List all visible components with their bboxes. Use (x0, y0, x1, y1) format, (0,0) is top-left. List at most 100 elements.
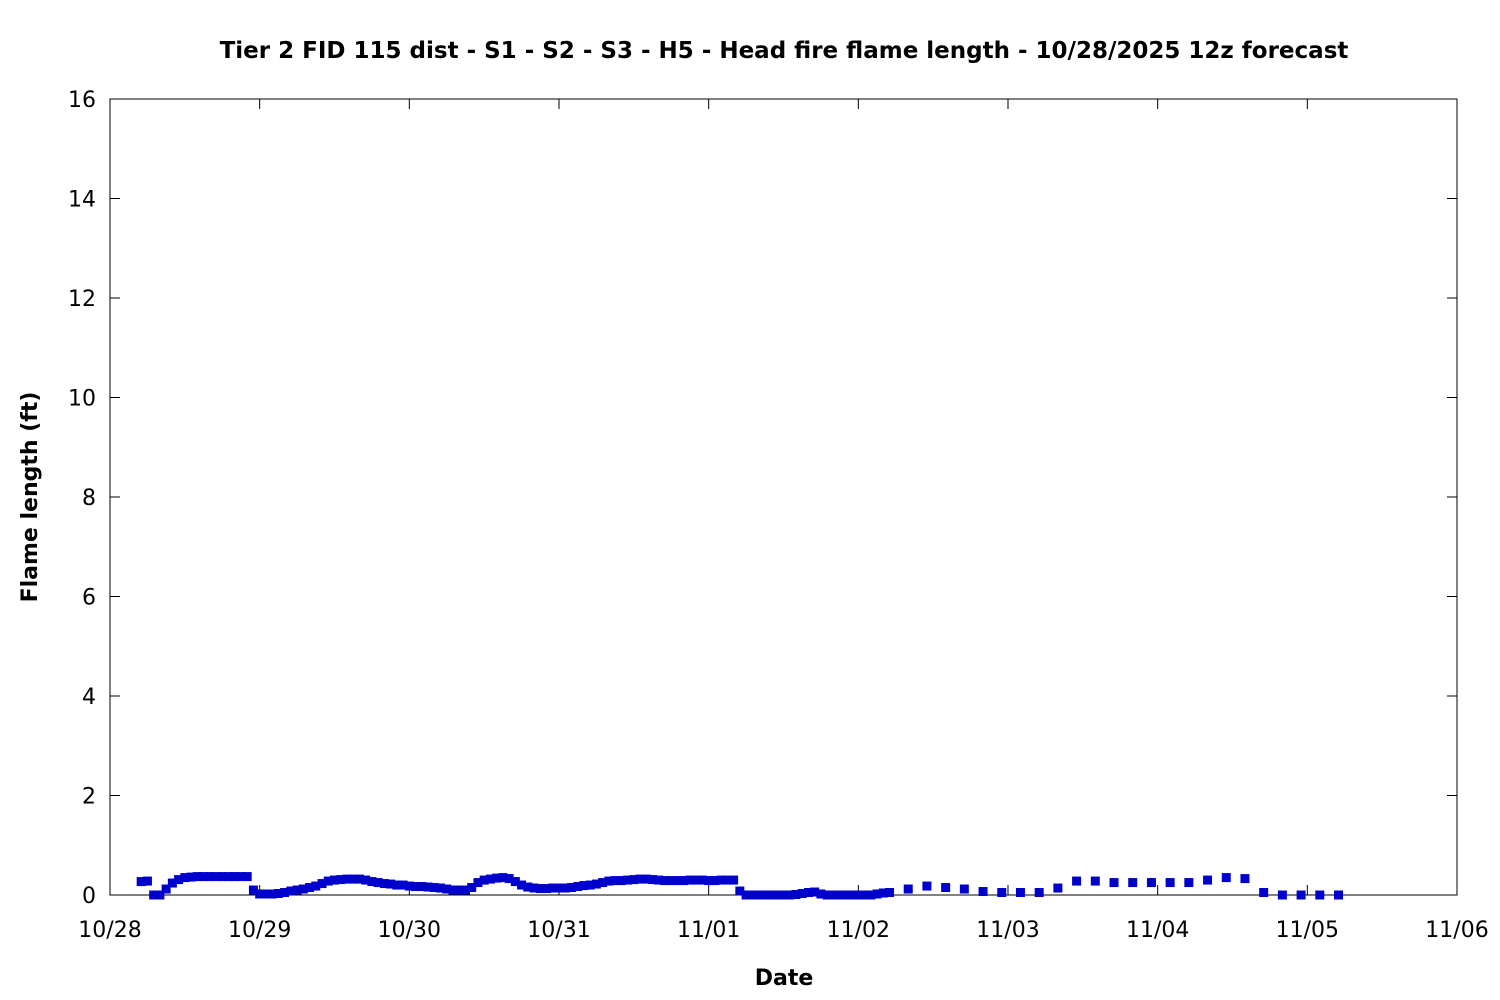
data-point (404, 881, 414, 891)
data-point (504, 874, 514, 884)
data-point (610, 876, 620, 886)
data-point (635, 874, 645, 884)
data-point (261, 889, 271, 899)
data-point (660, 876, 670, 886)
data-point (429, 883, 439, 893)
data-point (760, 890, 770, 900)
data-point (822, 890, 832, 900)
data-point (348, 874, 358, 884)
data-point (411, 882, 421, 892)
data-point (136, 877, 146, 887)
data-point (167, 878, 177, 888)
data-point (629, 875, 639, 885)
data-point (342, 874, 352, 884)
data-point (367, 877, 377, 887)
data-point (174, 875, 184, 885)
data-point (149, 890, 159, 900)
data-point (286, 886, 296, 896)
data-point (666, 876, 676, 886)
data-point (280, 888, 290, 898)
data-point (853, 890, 863, 900)
data-point (1277, 890, 1287, 900)
data-point (199, 872, 209, 882)
data-point (1221, 873, 1231, 883)
data-point (180, 873, 190, 883)
data-point (616, 876, 626, 886)
x-tick-label: 11/02 (827, 918, 890, 943)
data-point (1090, 876, 1100, 886)
data-point (273, 889, 283, 899)
data-point (841, 890, 851, 900)
data-point (192, 872, 202, 882)
data-point (885, 888, 895, 898)
y-tick-label: 16 (68, 88, 96, 113)
data-point (679, 876, 689, 886)
data-point (398, 880, 408, 890)
data-point (828, 890, 838, 900)
y-tick-label: 8 (82, 486, 96, 511)
y-tick-label: 0 (82, 884, 96, 909)
data-point (161, 884, 171, 894)
y-tick-label: 2 (82, 785, 96, 810)
data-point (1128, 878, 1138, 888)
data-point (467, 883, 477, 893)
data-point (223, 872, 233, 882)
data-point (772, 890, 782, 900)
data-point (1072, 876, 1082, 886)
data-point (585, 880, 595, 890)
data-point (361, 875, 371, 885)
y-tick-label: 6 (82, 586, 96, 611)
data-point (460, 885, 470, 895)
data-point (423, 882, 433, 892)
y-tick-label: 12 (68, 287, 96, 312)
y-tick-label: 10 (68, 387, 96, 412)
data-point (1296, 890, 1306, 900)
data-point (598, 878, 608, 888)
x-tick-label: 10/30 (378, 918, 441, 943)
x-axis-label: Date (755, 966, 814, 991)
data-point (230, 872, 240, 882)
data-point (330, 875, 339, 885)
data-point (379, 879, 389, 889)
data-point (623, 875, 633, 885)
data-point (579, 881, 589, 891)
data-point (978, 887, 988, 897)
data-point (797, 889, 807, 899)
data-point (641, 874, 651, 884)
data-point (485, 874, 495, 884)
data-point (205, 872, 215, 882)
data-point (211, 872, 221, 882)
data-point (729, 875, 739, 885)
data-point (523, 882, 533, 892)
data-point (791, 890, 801, 900)
data-point (392, 880, 402, 890)
data-point (323, 876, 333, 886)
data-point (317, 879, 327, 889)
y-tick-label: 4 (82, 685, 96, 710)
y-tick-label: 14 (68, 188, 96, 213)
data-point (255, 889, 265, 899)
data-point (816, 889, 826, 899)
data-point (1184, 878, 1194, 888)
data-point (685, 875, 695, 885)
data-point (566, 883, 576, 893)
data-point (691, 875, 701, 885)
data-point (878, 888, 888, 898)
data-point (1146, 878, 1156, 888)
y-axis-label: Flame length (ft) (18, 392, 43, 603)
data-point (785, 890, 795, 900)
data-point (1240, 874, 1250, 884)
data-point (835, 890, 845, 900)
data-point (1015, 888, 1025, 898)
x-tick-label: 11/05 (1276, 918, 1339, 943)
data-point (448, 885, 458, 895)
data-point (672, 876, 682, 886)
data-point (959, 884, 969, 894)
data-point (1165, 878, 1175, 888)
data-point (542, 884, 552, 894)
data-point (305, 883, 315, 893)
data-point (1109, 878, 1119, 888)
data-point (417, 882, 427, 892)
data-point (654, 875, 664, 885)
